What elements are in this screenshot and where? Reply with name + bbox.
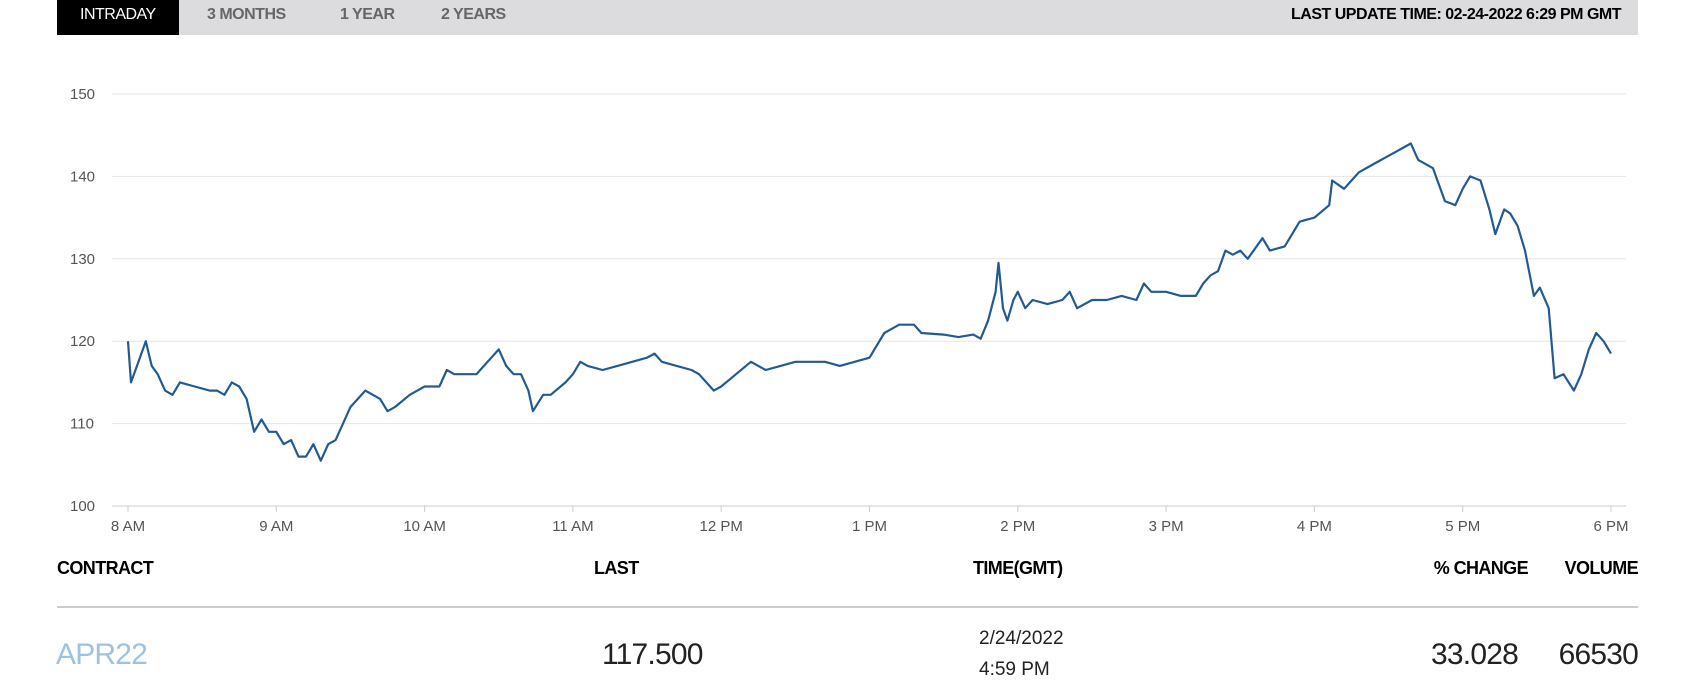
column-header: % CHANGE	[1433, 558, 1529, 578]
y-tick-label: 100	[70, 498, 95, 515]
x-tick-label: 11 AM	[552, 518, 593, 535]
volume: 66530	[1558, 638, 1639, 671]
chart: 100 110 120 130 140 150 8 AM 9 AM 10 AM 11 AM 12 P…	[70, 86, 1629, 535]
x-tick-label: 6 PM	[1593, 518, 1628, 535]
x-tick-label: 3 PM	[1149, 518, 1184, 535]
contract-link[interactable]: APR22	[56, 638, 148, 671]
x-tick-label: 12 PM	[700, 518, 743, 535]
top-bar: INTRADAY 3 MONTHS 1 YEAR 2 YEARS LAST UP…	[57, 0, 1638, 35]
y-tick-label: 130	[70, 251, 95, 268]
last-update: LAST UPDATE TIME: 02-24-2022 6:29 PM GMT	[1291, 6, 1622, 23]
column-header: CONTRACT	[57, 558, 154, 578]
price-line	[126, 142, 1612, 462]
x-tick-label: 9 AM	[259, 518, 293, 535]
x-tick-label: 1 PM	[852, 518, 887, 535]
x-tick-label: 5 PM	[1445, 518, 1480, 535]
column-header: LAST	[594, 558, 639, 578]
time-clock: 4:59 PM	[979, 659, 1050, 680]
x-tick-label: 4 PM	[1297, 518, 1332, 535]
y-tick-label: 110	[70, 416, 94, 433]
y-tick-label: 140	[70, 168, 95, 185]
tab[interactable]: INTRADAY	[57, 0, 179, 35]
x-tick-label: 2 PM	[1000, 518, 1035, 535]
x-tick-label: 10 AM	[403, 518, 446, 535]
x-tick-label: 8 AM	[111, 518, 145, 535]
tab[interactable]: 1 YEAR	[340, 6, 395, 23]
last-price: 117.500	[602, 638, 703, 671]
column-header: TIME(GMT)	[973, 558, 1063, 578]
tab[interactable]: 3 MONTHS	[207, 6, 286, 23]
column-header: VOLUME	[1564, 558, 1639, 578]
time-date: 2/24/2022	[979, 628, 1064, 649]
divider	[57, 606, 1638, 608]
y-tick-label: 150	[70, 86, 95, 103]
tab[interactable]: 2 YEARS	[441, 6, 506, 23]
percent-change: 33.028	[1431, 638, 1519, 671]
y-tick-label: 120	[70, 333, 95, 350]
